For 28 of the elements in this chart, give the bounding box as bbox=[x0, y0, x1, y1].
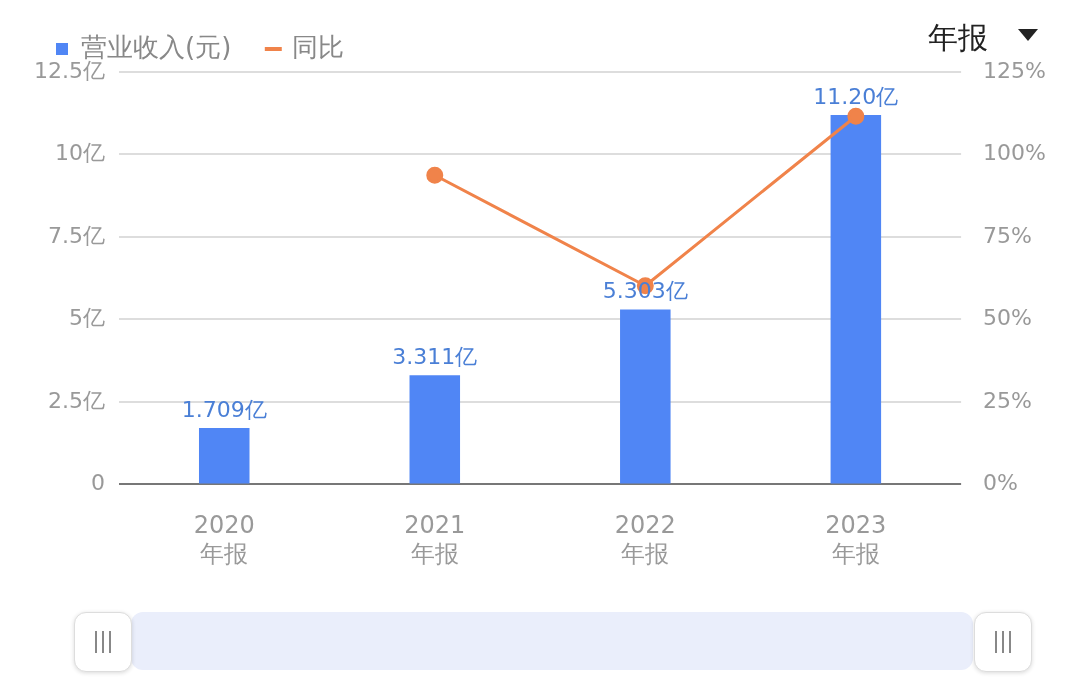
y-tick-label: 7.5亿 bbox=[47, 222, 105, 248]
y2-tick-label: 100% bbox=[983, 140, 1047, 166]
y2-tick-label: 125% bbox=[983, 57, 1047, 83]
x-tick-label: 2020 年报 bbox=[193, 511, 255, 568]
data-label: 1.709亿 bbox=[181, 396, 267, 422]
bar bbox=[620, 309, 671, 484]
x-tick-label: 2021 年报 bbox=[404, 511, 466, 568]
y2-tick-label: 75% bbox=[983, 222, 1033, 248]
legend-label: 营业收入(元) bbox=[81, 31, 232, 62]
y2-tick-label: 25% bbox=[983, 387, 1033, 413]
point bbox=[426, 166, 444, 184]
x-tick-label: 2023 年报 bbox=[825, 511, 887, 568]
bar bbox=[409, 375, 461, 484]
x-tick-label: 2022 年报 bbox=[614, 511, 676, 568]
legend-label: 同比 bbox=[292, 31, 345, 62]
y-tick-label: 5亿 bbox=[68, 305, 105, 331]
bar bbox=[830, 114, 882, 484]
y-tick-label: 2.5亿 bbox=[47, 387, 105, 413]
point bbox=[847, 107, 865, 125]
text: 年报 bbox=[928, 19, 988, 57]
y-tick-label: 0 bbox=[90, 470, 105, 496]
data-label: 5.303亿 bbox=[602, 278, 688, 304]
data-label: 3.311亿 bbox=[392, 343, 478, 369]
y2-tick-label: 0% bbox=[983, 470, 1019, 496]
y-tick-label: 10亿 bbox=[54, 140, 105, 166]
data-label: 11.20亿 bbox=[813, 83, 899, 109]
bar bbox=[198, 428, 250, 484]
y2-tick-label: 50% bbox=[983, 305, 1033, 331]
